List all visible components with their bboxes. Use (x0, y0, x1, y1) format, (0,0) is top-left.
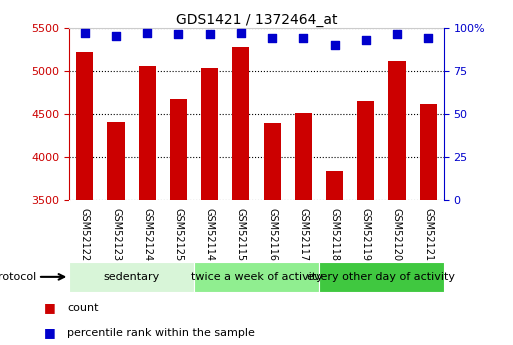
Bar (388, 61, 405, 200)
Bar (326, 171, 343, 200)
Bar (319, 262, 444, 292)
Text: GSM52125: GSM52125 (173, 208, 184, 261)
Text: GSM52120: GSM52120 (392, 208, 402, 261)
Point (237, 30, 245, 36)
Bar (201, 68, 218, 200)
Text: every other day of activity: every other day of activity (307, 272, 456, 282)
Point (268, 35, 276, 41)
Text: GSM52123: GSM52123 (111, 208, 121, 261)
Bar (139, 66, 156, 200)
Text: GSM52115: GSM52115 (236, 208, 246, 261)
Bar (420, 104, 437, 200)
Text: GSM52114: GSM52114 (205, 208, 214, 260)
Point (330, 42, 339, 48)
Text: percentile rank within the sample: percentile rank within the sample (67, 328, 255, 337)
Text: GSM52122: GSM52122 (80, 208, 90, 261)
Point (112, 33, 120, 39)
Text: GSM52117: GSM52117 (299, 208, 308, 261)
Text: GSM52121: GSM52121 (423, 208, 433, 261)
Bar (170, 99, 187, 200)
Text: sedentary: sedentary (104, 272, 160, 282)
Text: GSM52119: GSM52119 (361, 208, 371, 260)
Point (299, 35, 307, 41)
Point (424, 35, 432, 41)
Text: GSM52116: GSM52116 (267, 208, 277, 260)
Point (393, 32, 401, 37)
Text: ■: ■ (44, 302, 56, 314)
Bar (295, 113, 312, 200)
Bar (69, 262, 194, 292)
Point (143, 30, 151, 36)
Bar (194, 262, 319, 292)
Title: GDS1421 / 1372464_at: GDS1421 / 1372464_at (176, 12, 337, 27)
Bar (76, 52, 93, 200)
Bar (357, 101, 374, 200)
Text: ■: ■ (44, 326, 56, 339)
Text: protocol: protocol (0, 272, 36, 282)
Bar (264, 123, 281, 200)
Text: GSM52118: GSM52118 (329, 208, 340, 260)
Text: GSM52124: GSM52124 (142, 208, 152, 261)
Point (174, 32, 183, 37)
Point (206, 32, 214, 37)
Bar (232, 47, 249, 200)
Text: twice a week of activity: twice a week of activity (190, 272, 323, 282)
Point (81, 30, 89, 36)
Bar (108, 122, 125, 200)
Point (362, 37, 370, 42)
Text: count: count (67, 303, 98, 313)
